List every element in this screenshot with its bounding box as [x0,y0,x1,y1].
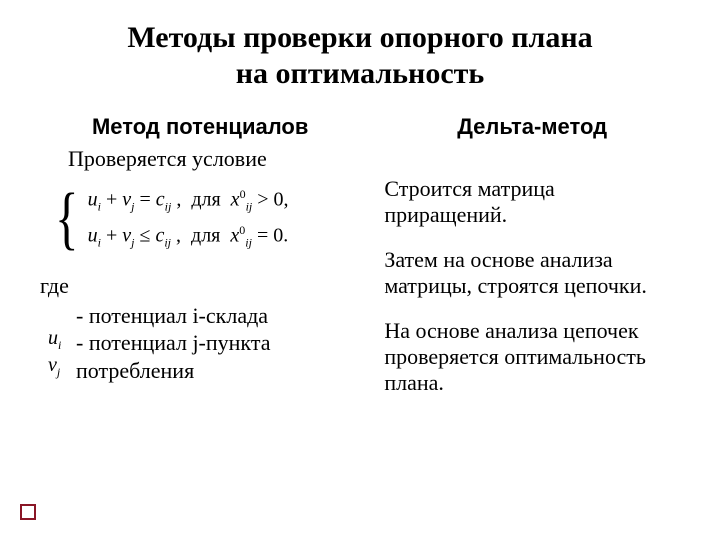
definition-text-1: - потенциал i-склада [76,302,268,330]
left-method-heading: Метод потенциалов [40,114,360,140]
right-method-heading: Дельта-метод [384,114,680,140]
definition-row-2: vj - потенциал j-пункта потребления [48,329,360,384]
definition-symbol-ui: ui [48,326,76,353]
right-column: Дельта-метод Строится матрица приращений… [384,114,680,415]
where-label: где [40,272,360,300]
equation-lines: ui + vj = cij , для x0ij > 0, ui + vj [88,184,289,254]
equation-line-2: ui + vj ≤ cij , для x0ij = 0. [88,223,289,251]
equation-line-1: ui + vj = cij , для x0ij > 0, [88,187,289,215]
spacer [384,146,680,176]
brace-icon: { [55,184,79,254]
left-column: Метод потенциалов Проверяется условие { … [40,114,360,415]
slide: Методы проверки опорного плана на оптима… [0,0,720,540]
title-line-2: на оптимальность [236,57,484,90]
title-line-1: Методы проверки опорного плана [127,21,592,54]
definition-symbol-vj: vj [48,353,76,380]
right-paragraph-1: Строится матрица приращений. [384,176,680,229]
slide-bullet-icon [20,504,36,520]
right-paragraph-2: Затем на основе анализа матрицы, строятс… [384,247,680,300]
columns: Метод потенциалов Проверяется условие { … [40,114,680,415]
definition-row-1: ui - потенциал i-склада [48,302,360,330]
equation-system: { ui + vj = cij , для x0ij > 0, ui [50,184,360,254]
right-paragraph-3: На основе анализа цепочек проверяется оп… [384,318,680,397]
left-subheading: Проверяется условие [68,146,360,172]
slide-title: Методы проверки опорного плана на оптима… [40,20,680,92]
definition-text-2: - потенциал j-пункта потребления [76,329,270,384]
definitions: где ui - потенциал i-склада vj - потенци… [40,272,360,384]
